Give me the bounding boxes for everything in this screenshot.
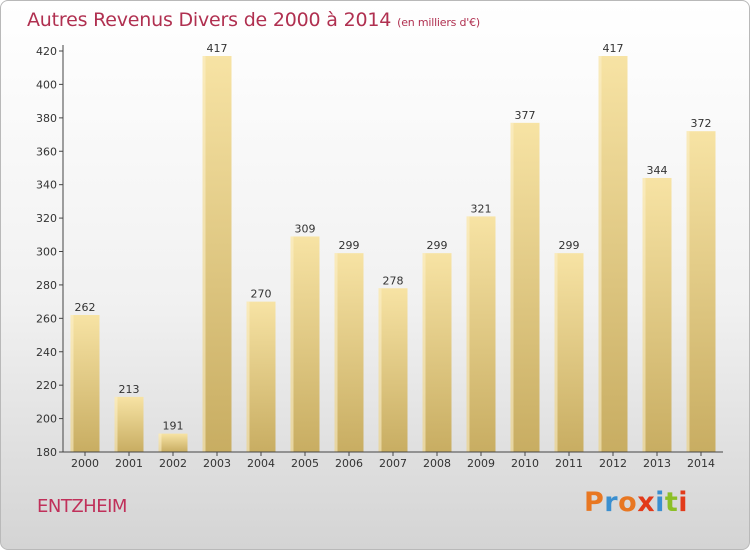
y-tick-label-420: 420 [36,45,57,58]
bar-highlight-2011 [554,253,558,452]
bar-2001 [114,396,144,452]
bar-highlight-2002 [158,433,162,452]
logo-letter: x [637,487,656,518]
logo-letter: o [618,487,638,518]
y-tick-label-320: 320 [36,212,57,225]
x-tick-label-2003: 2003 [203,457,231,470]
value-label-2005: 309 [295,222,316,235]
y-tick-label-360: 360 [36,145,57,158]
y-tick-label-300: 300 [36,246,57,259]
logo-letter: r [604,487,619,518]
x-tick-label-2005: 2005 [291,457,319,470]
bar-2013 [642,177,672,452]
value-label-2002: 191 [163,420,184,433]
bar-highlight-2013 [642,177,646,452]
y-tick-label-380: 380 [36,112,57,125]
bar-highlight-2009 [466,216,470,452]
chart-subtitle: (en milliers d'€) [397,16,481,29]
bar-highlight-2000 [70,314,74,452]
value-label-2003: 417 [207,42,228,55]
value-label-2014: 372 [691,117,712,130]
axes-group: 2000 2001 2002 2003 2004 2005 2006 2007 2008 2009… [36,45,723,470]
bar-2006 [334,253,364,452]
logo-letter: t [664,487,679,518]
proxiti-logo[interactable]: Proxiti [584,487,688,518]
bar-2010 [510,122,540,453]
bar-highlight-2012 [598,56,602,452]
bar-2000 [70,314,100,452]
y-tick-label-180: 180 [36,446,57,459]
y-tick-label-200: 200 [36,413,57,426]
bar-highlight-2010 [510,122,514,453]
y-tick-label-400: 400 [36,78,57,91]
x-tick-label-2000: 2000 [71,457,99,470]
x-tick-label-2002: 2002 [159,457,187,470]
value-label-2009: 321 [471,202,492,215]
value-label-2012: 417 [603,42,624,55]
x-tick-label-2001: 2001 [115,457,143,470]
y-tick-label-340: 340 [36,179,57,192]
x-tick-label-2008: 2008 [423,457,451,470]
x-tick-label-2004: 2004 [247,457,275,470]
value-label-2008: 299 [427,239,448,252]
bar-highlight-2014 [686,131,690,452]
commune-name: ENTZHEIM [37,496,127,517]
value-label-2007: 278 [383,274,404,287]
title-text: Autres Revenus Divers de 2000 à 2014 [27,9,392,31]
bar-highlight-2001 [114,396,118,452]
bar-highlight-2007 [378,288,382,452]
value-label-2000: 262 [75,301,96,314]
bar-2012 [598,56,628,452]
x-tick-label-2012: 2012 [599,457,627,470]
bar-2014 [686,131,716,452]
bar-highlight-2004 [246,301,250,452]
x-tick-label-2009: 2009 [467,457,495,470]
x-tick-label-2013: 2013 [643,457,671,470]
bar-highlight-2005 [290,236,294,452]
chart-title: Autres Revenus Divers de 2000 à 2014 (en … [27,9,480,31]
bars-group: 262 213 191 417 270 309 299 278 299 321 377 299 417 3… [70,42,716,453]
logo-letter: P [584,487,605,518]
x-tick-label-2010: 2010 [511,457,539,470]
value-label-2006: 299 [339,239,360,252]
bar-2003 [202,56,232,452]
y-tick-label-240: 240 [36,346,57,359]
y-tick-label-280: 280 [36,279,57,292]
bar-2004 [246,301,276,452]
x-tick-label-2014: 2014 [687,457,715,470]
bar-2011 [554,253,584,452]
x-tick-label-2007: 2007 [379,457,407,470]
bar-highlight-2003 [202,56,206,452]
bar-highlight-2008 [422,253,426,452]
bar-2007 [378,288,408,452]
x-tick-label-2011: 2011 [555,457,583,470]
bar-2005 [290,236,320,452]
bar-2009 [466,216,496,452]
value-label-2011: 299 [559,239,580,252]
value-label-2013: 344 [647,164,668,177]
y-tick-label-220: 220 [36,379,57,392]
bar-highlight-2006 [334,253,338,452]
logo-letter: i [655,487,665,518]
value-label-2004: 270 [251,288,272,301]
y-tick-label-260: 260 [36,312,57,325]
value-label-2010: 377 [515,109,536,122]
bar-2002 [158,433,188,452]
logo-letter: i [678,487,689,518]
bar-2008 [422,253,452,452]
x-tick-label-2006: 2006 [335,457,363,470]
value-label-2001: 213 [119,383,140,396]
